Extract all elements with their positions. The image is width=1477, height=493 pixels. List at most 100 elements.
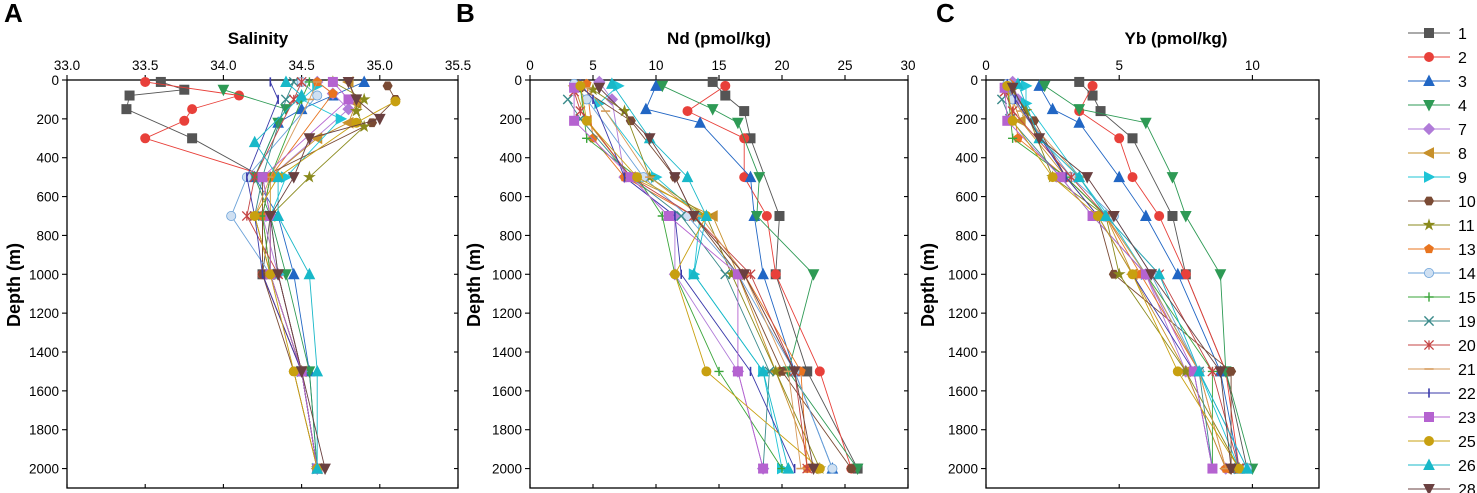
data-point-1: [774, 210, 785, 221]
data-point-14: [226, 210, 237, 221]
data-point-26: [1241, 462, 1253, 474]
series-line-11: [592, 89, 821, 469]
data-point-26: [606, 77, 618, 89]
data-point-23: [327, 76, 338, 87]
panel-c: C Yb (pmol/kg) Depth (m) 0 5 10 0 200 400 600 8…: [918, 0, 1320, 489]
legend-label: 23: [1458, 410, 1476, 427]
data-point-4: [1073, 104, 1086, 116]
data-point-28: [643, 133, 656, 145]
x-tick-label: 5: [1115, 58, 1123, 73]
series-14: [569, 78, 838, 474]
data-point-1: [707, 76, 718, 87]
data-point-1: [1127, 133, 1138, 144]
data-point-25: [1007, 115, 1018, 126]
data-point-28: [319, 463, 331, 476]
data-point-2: [682, 106, 693, 117]
series-line-25: [579, 85, 821, 469]
data-point-8: [1014, 114, 1026, 127]
y-tick-label: 200: [955, 112, 978, 127]
y-tick-label: 2000: [492, 462, 522, 477]
data-point-23: [1207, 463, 1218, 474]
legend-label: 4: [1458, 98, 1467, 115]
panel-b-title: Nd (pmol/kg): [667, 29, 771, 48]
x-tick-label: 10: [1245, 58, 1260, 73]
data-point-1: [124, 90, 135, 101]
data-point-11: [349, 104, 363, 117]
series-11: [586, 83, 827, 474]
x-tick-label: 15: [711, 58, 726, 73]
legend-label: 3: [1458, 74, 1467, 91]
data-point-4: [280, 104, 292, 116]
data-point-25: [1127, 269, 1138, 280]
data-point-25: [669, 269, 680, 280]
legend-item-21: 21: [1408, 362, 1476, 379]
legend-item-22: 22: [1408, 386, 1476, 403]
data-point-28: [687, 210, 700, 223]
data-point-2: [179, 115, 190, 126]
x-tick-label: 34.5: [288, 58, 314, 73]
legend-item-1: 1: [1408, 26, 1467, 43]
legend-label: 20: [1458, 338, 1476, 355]
legend-label: 19: [1458, 314, 1476, 331]
data-point-4: [750, 210, 763, 223]
legend-label: 13: [1458, 242, 1476, 259]
legend-item-10: 10: [1408, 194, 1476, 211]
data-point-19: [562, 94, 573, 105]
y-tick-label: 1000: [948, 267, 978, 282]
legend-label: 28: [1458, 482, 1476, 493]
data-point-1: [187, 133, 198, 144]
legend-marker-13: [1424, 243, 1434, 254]
data-point-15: [304, 77, 315, 87]
data-point-4: [272, 117, 284, 130]
legend-label: 22: [1458, 386, 1476, 403]
data-point-3: [744, 170, 757, 183]
y-tick-label: 0: [970, 73, 978, 88]
data-point-4: [706, 104, 719, 116]
data-point-2: [187, 104, 198, 115]
legend-label: 15: [1458, 290, 1476, 307]
legend-marker-4: [1423, 100, 1435, 112]
data-point-26: [311, 364, 324, 377]
x-tick-label: 35.5: [445, 58, 471, 73]
series-28: [593, 82, 820, 476]
data-point-26: [272, 209, 284, 222]
data-point-25: [1092, 210, 1103, 221]
data-point-3: [1113, 170, 1126, 183]
panel-letter-a: A: [4, 0, 23, 28]
series-line-19: [567, 99, 770, 469]
data-point-26: [303, 267, 316, 280]
panel-b-ylabel: Depth (m): [464, 243, 484, 327]
data-point-13: [328, 88, 338, 98]
legend-item-8: 8: [1408, 146, 1467, 163]
legend-label: 10: [1458, 194, 1476, 211]
x-tick-label: 25: [837, 58, 852, 73]
x-tick-label: 34.0: [210, 58, 236, 73]
data-point-4: [217, 84, 230, 97]
panel-a-axes: 33.0 33.5 34.0 34.5 35.0 35.5 0 200 400 600 800 100…: [29, 58, 471, 489]
data-point-1: [1074, 76, 1085, 87]
panel-a-plot-area: [121, 75, 401, 476]
data-point-11: [1112, 267, 1126, 280]
data-point-4: [656, 80, 669, 93]
data-point-28: [350, 94, 363, 106]
data-point-25: [632, 172, 643, 183]
y-tick-label: 1600: [492, 384, 522, 399]
legend-label: 2: [1458, 50, 1467, 67]
data-point-20: [241, 210, 252, 222]
legend-item-25: 25: [1408, 434, 1476, 451]
series-25: [575, 80, 825, 474]
data-point-3: [1171, 267, 1184, 280]
data-point-28: [1108, 210, 1120, 223]
data-point-1: [720, 90, 731, 101]
y-tick-label: 1800: [492, 423, 522, 438]
legend-item-20: 20: [1408, 338, 1476, 355]
plot-frame: [985, 79, 1320, 489]
data-point-2: [140, 133, 151, 144]
data-point-28: [788, 366, 801, 378]
data-point-1: [121, 104, 132, 115]
data-point-28: [1006, 82, 1019, 95]
legend-item-23: 23: [1408, 410, 1476, 427]
data-point-26: [1153, 267, 1166, 280]
data-point-14: [827, 463, 838, 474]
